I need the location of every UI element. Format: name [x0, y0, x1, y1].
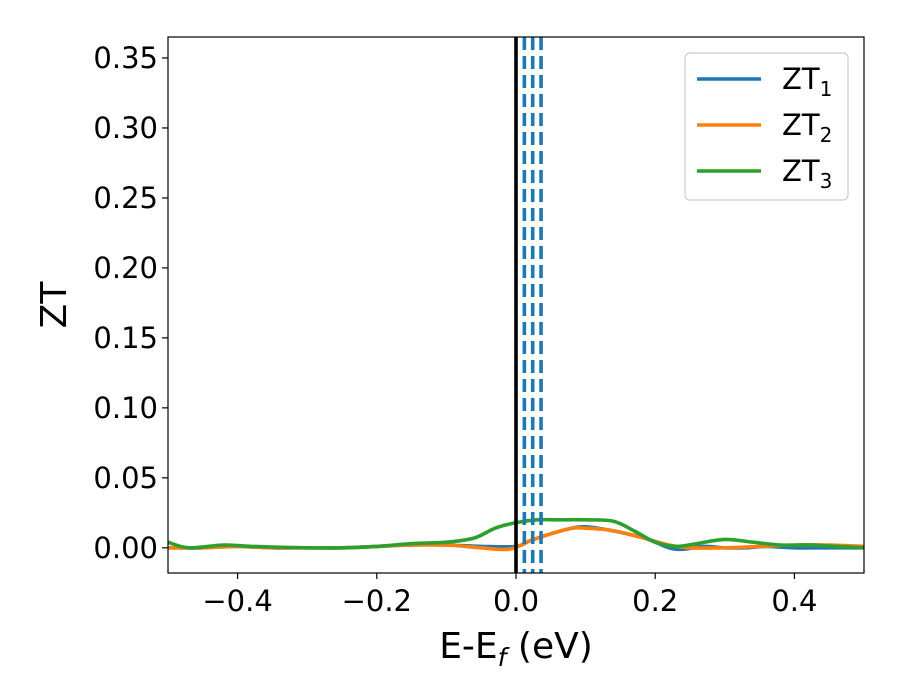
x-tick-label: 0.0 — [493, 584, 539, 618]
y-tick-label: 0.20 — [93, 251, 158, 285]
x-axis-label-main: E-E — [439, 626, 497, 667]
legend-label-zt3: ZT3 — [782, 154, 832, 193]
series-line-zt3 — [168, 517, 864, 550]
y-tick-label: 0.30 — [93, 111, 158, 145]
y-tick-label: 0.15 — [93, 321, 158, 355]
legend-frame — [684, 52, 849, 201]
x-tick-label: 0.4 — [771, 584, 817, 618]
x-axis-ticks: −0.4 −0.2 0.0 0.2 0.4 — [202, 573, 817, 618]
x-axis-label-unit: (eV) — [506, 626, 592, 667]
x-axis-label: E-Ef (eV) — [439, 626, 593, 672]
y-tick-label: 0.05 — [93, 461, 158, 495]
x-tick-label: 0.2 — [632, 584, 678, 618]
y-tick-label: 0.10 — [93, 391, 158, 425]
y-axis-label: ZT — [34, 281, 75, 329]
x-tick-label: −0.2 — [342, 584, 412, 618]
y-axis-ticks: 0.00 0.05 0.10 0.15 0.20 0.25 0.30 0.35 — [93, 41, 168, 565]
y-tick-label: 0.25 — [93, 181, 158, 215]
legend-label-zt2: ZT2 — [782, 108, 832, 147]
y-tick-label: 0.00 — [93, 531, 158, 565]
legend: ZT1 ZT2 ZT3 — [684, 52, 849, 201]
legend-label-zt1: ZT1 — [782, 62, 832, 101]
y-tick-label: 0.35 — [93, 41, 158, 75]
reference-lines — [514, 37, 543, 573]
series-layer — [168, 517, 864, 552]
x-tick-label: −0.4 — [202, 584, 272, 618]
